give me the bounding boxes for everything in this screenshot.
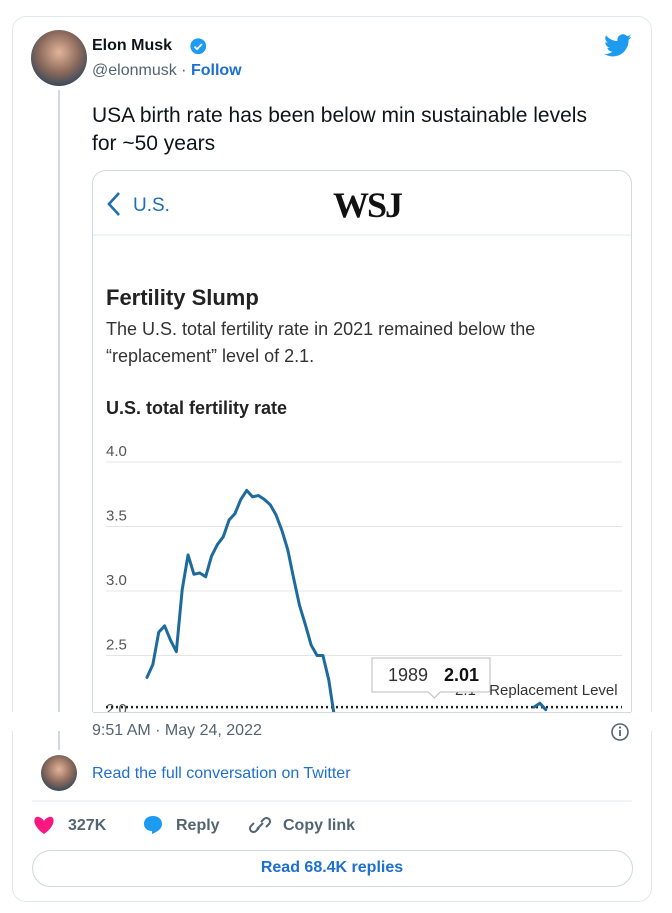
tooltip-year: 1989: [388, 665, 428, 685]
read-replies[interactable]: Read 68.4K replies: [260, 859, 404, 876]
embed-edge: [93, 712, 631, 713]
author-handle[interactable]: @elonmusk · Follow: [92, 62, 242, 80]
avatar[interactable]: [31, 30, 87, 86]
handle[interactable]: @elonmusk: [92, 62, 177, 79]
reply-icon[interactable]: [144, 816, 162, 834]
avatar-small[interactable]: [41, 755, 77, 791]
reply-button[interactable]: Reply: [176, 817, 220, 834]
tweet-card: [12, 16, 652, 902]
tooltip-value: 2.01: [444, 665, 479, 685]
timestamp[interactable]: 9:51 AM · May 24, 2022: [92, 722, 262, 739]
like-icon[interactable]: [34, 816, 54, 834]
back-arrow[interactable]: [107, 192, 120, 216]
separator: ·: [181, 62, 187, 79]
tweet-text: USA birth rate has been below min sustai…: [92, 104, 587, 155]
plot-area: 2.02.53.03.54.02.1 - Replacement Level19…: [106, 443, 622, 712]
replies-button[interactable]: [32, 850, 633, 887]
copy-link[interactable]: Copy link: [283, 817, 356, 834]
embed-mask: [0, 712, 672, 731]
back-link[interactable]: U.S.: [133, 195, 170, 216]
y-tick-label: 3.0: [106, 572, 127, 589]
info-icon[interactable]: [611, 723, 629, 741]
y-axis-label: U.S. total fertility rate: [106, 398, 288, 418]
tooltip-box: [371, 657, 491, 699]
chart-subtitle: The U.S. total fertility rate in 2021 re…: [106, 319, 536, 366]
chart-title: Fertility Slump: [106, 285, 259, 310]
verified-badge: [190, 38, 207, 55]
reference-label: 2.1 - Replacement Level: [455, 682, 618, 699]
wsj-logo: WSJ: [333, 185, 403, 225]
link-icon[interactable]: [248, 816, 272, 834]
conversation-link[interactable]: Read the full conversation on Twitter: [92, 765, 351, 782]
y-tick-label: 4.0: [106, 443, 127, 460]
twitter-logo[interactable]: [604, 34, 632, 57]
follow[interactable]: Follow: [190, 62, 242, 79]
y-tick-label: 3.5: [106, 507, 127, 524]
y-tick-label: 2.5: [106, 636, 127, 653]
author-name[interactable]: Elon Musk: [92, 37, 173, 54]
data-line: [145, 488, 548, 712]
like-count[interactable]: 327K: [68, 817, 107, 834]
